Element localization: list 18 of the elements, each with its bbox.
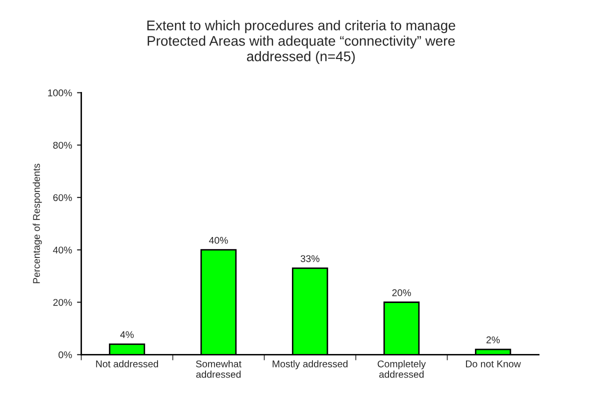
y-tick-label: 20% bbox=[53, 298, 72, 306]
data-label: 40% bbox=[209, 236, 228, 244]
x-tick-label: Completely addressed bbox=[378, 360, 426, 378]
y-tick-label: 0% bbox=[58, 351, 72, 358]
y-tick-label: 80% bbox=[53, 142, 72, 149]
y-tick-label: 60% bbox=[53, 194, 72, 202]
chart-title: Extent to which procedures and criteria to manage Protected Areas with adequate “connectivity” were addressed (n=45) bbox=[147, 20, 456, 64]
y-axis-title: Percentage of Respondents bbox=[32, 164, 42, 284]
data-label: 4% bbox=[120, 331, 134, 338]
x-tick-label: Do not Know bbox=[466, 360, 521, 368]
x-tick-label: Not addressed bbox=[96, 360, 158, 368]
y-tick-label: 100% bbox=[48, 89, 72, 96]
x-tick-label: Somewhat addressed bbox=[196, 360, 242, 378]
y-tick-label: 40% bbox=[53, 246, 72, 254]
data-label: 33% bbox=[300, 255, 320, 262]
data-label: 20% bbox=[392, 289, 411, 296]
x-tick-label: Mostly addressed bbox=[272, 360, 348, 370]
data-label: 2% bbox=[486, 336, 500, 344]
